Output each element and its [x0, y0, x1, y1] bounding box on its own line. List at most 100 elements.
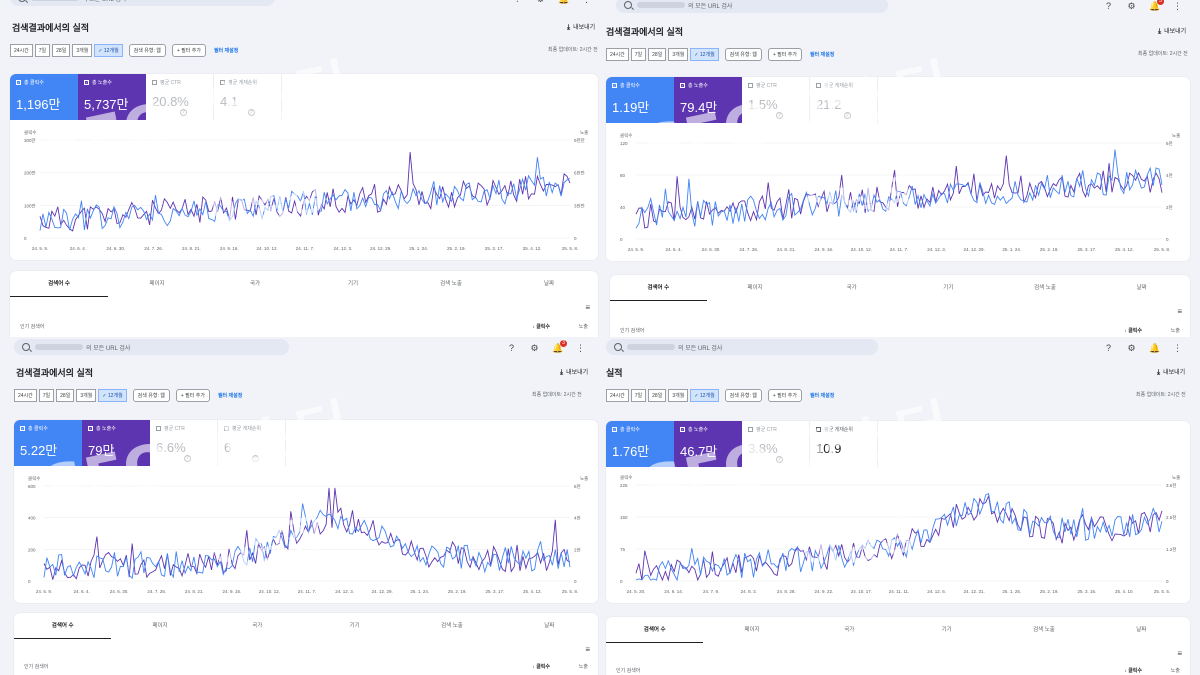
range-24h[interactable]: 24시간 — [14, 389, 37, 402]
total-clicks-tile[interactable]: ✓ 총 클릭수 1,196만 — [10, 74, 78, 120]
range-12m[interactable]: ✓ 12개월 — [690, 48, 719, 61]
tab-dates[interactable]: 날짜 — [543, 281, 555, 287]
tab-devices[interactable]: 기기 — [347, 281, 359, 287]
tab-appearance[interactable]: 검색 노출 — [1033, 627, 1055, 633]
user-settings-icon[interactable]: ⚙ — [1127, 343, 1136, 353]
notifications-icon[interactable]: 🔔 — [558, 0, 569, 5]
range-3m[interactable]: 3개월 — [668, 389, 689, 402]
total-clicks-tile[interactable]: ✓ 총 클릭수 1.19만 — [606, 77, 674, 123]
col-clicks[interactable]: ↓ 클릭수 — [532, 664, 550, 670]
reset-filters-link[interactable]: 필터 재설정 — [213, 48, 239, 54]
range-3m[interactable]: 3개월 — [668, 48, 689, 61]
export-button[interactable]: ⤓ 내보내기 — [1157, 367, 1185, 377]
col-impressions[interactable]: 노출 — [1170, 328, 1180, 334]
help-icon[interactable]: ? — [247, 109, 255, 116]
tab-queries[interactable]: 검색어 수 — [606, 617, 704, 643]
search-type-filter[interactable]: 검색 유형: 웹 — [724, 389, 762, 402]
tab-appearance[interactable]: 검색 노출 — [440, 281, 462, 287]
tab-dates[interactable]: 날짜 — [1136, 627, 1147, 633]
export-button[interactable]: ⤓ 내보내기 — [567, 22, 595, 32]
range-7d[interactable]: 7일 — [630, 48, 647, 61]
url-inspect-search[interactable]: 의 모든 URL 검사 — [14, 339, 289, 355]
tab-pages[interactable]: 페이지 — [744, 627, 760, 633]
tab-dates[interactable]: 날짜 — [544, 623, 555, 629]
range-24h[interactable]: 24시간 — [10, 44, 33, 57]
range-3m[interactable]: 3개월 — [76, 389, 97, 402]
range-12m[interactable]: ✓ 12개월 — [98, 389, 127, 402]
total-clicks-tile[interactable]: ✓ 총 클릭수 5.22만 — [14, 420, 82, 466]
tab-devices[interactable]: 기기 — [943, 285, 954, 291]
help-icon[interactable]: ? — [775, 112, 783, 119]
range-28d[interactable]: 28일 — [648, 389, 667, 402]
tab-devices[interactable]: 기기 — [349, 623, 360, 629]
avg-position-tile[interactable]: 평균 게재순위 21.2? — [810, 77, 878, 123]
tab-countries[interactable]: 국가 — [249, 281, 261, 287]
tab-queries[interactable]: 검색어 수 — [10, 271, 108, 297]
avg-ctr-tile[interactable]: 평균 CTR 1.5%? — [742, 77, 810, 123]
apps-icon[interactable]: ⋮ — [1173, 1, 1182, 11]
total-clicks-tile[interactable]: ✓ 총 클릭수 1.76만 — [606, 421, 674, 467]
search-type-filter[interactable]: 검색 유형: 웹 — [132, 389, 170, 402]
search-type-filter[interactable]: 검색 유형: 웹 — [128, 44, 166, 57]
export-button[interactable]: ⤓ 내보내기 — [560, 367, 588, 377]
notifications-icon[interactable]: 🔔 — [1149, 343, 1161, 353]
avg-position-tile[interactable]: 평균 게재순위 4.1? — [214, 74, 282, 120]
url-inspect-search[interactable]: 의 모든 URL 검사 — [616, 0, 888, 13]
tab-countries[interactable]: 국가 — [252, 623, 263, 629]
total-impressions-tile[interactable]: ✓ 총 노출수 79.4만 — [674, 77, 742, 123]
filter-rows-icon[interactable]: ≡ — [1177, 649, 1182, 658]
tab-appearance[interactable]: 검색 노출 — [441, 623, 463, 629]
apps-icon[interactable]: ⋮ — [576, 343, 585, 353]
help-icon[interactable]: ? — [179, 109, 187, 116]
add-filter-button[interactable]: + 필터 추가 — [175, 389, 210, 402]
url-inspect-search[interactable]: 의 모든 URL 검사 — [10, 0, 275, 6]
avg-position-tile[interactable]: 평균 게재순위 10.9 — [810, 421, 878, 467]
tab-pages[interactable]: 페이지 — [149, 281, 165, 287]
tab-appearance[interactable]: 검색 노출 — [1034, 285, 1056, 291]
tab-dates[interactable]: 날짜 — [1136, 285, 1147, 291]
help-icon[interactable]: ? — [251, 455, 259, 462]
col-clicks[interactable]: ↓ 클릭수 — [1124, 328, 1142, 334]
notifications-icon[interactable]: 🔔 3 — [1149, 0, 1164, 12]
avg-position-tile[interactable]: 평균 게재순위 6? — [218, 420, 286, 466]
filter-rows-icon[interactable]: ≡ — [1177, 307, 1182, 316]
range-24h[interactable]: 24시간 — [606, 389, 629, 402]
filter-rows-icon[interactable]: ≡ — [585, 303, 590, 312]
avg-ctr-tile[interactable]: 평균 CTR 6.6%? — [150, 420, 218, 466]
reset-filters-link[interactable]: 필터 재설정 — [809, 393, 835, 399]
range-7d[interactable]: 7일 — [34, 44, 51, 57]
tab-countries[interactable]: 국가 — [846, 285, 857, 291]
help-icon[interactable]: ? — [843, 112, 851, 119]
add-filter-button[interactable]: + 필터 추가 — [171, 44, 206, 57]
url-inspect-search[interactable]: 의 모든 URL 검사 — [606, 339, 878, 355]
add-filter-button[interactable]: + 필터 추가 — [767, 48, 802, 61]
user-settings-icon[interactable]: ⚙ — [1127, 1, 1136, 11]
help-icon[interactable]: ? — [1105, 1, 1111, 11]
range-28d[interactable]: 28일 — [56, 389, 75, 402]
apps-icon[interactable]: ⋮ — [581, 0, 592, 5]
avg-ctr-tile[interactable]: 평균 CTR 20.8%? — [146, 74, 214, 120]
tab-devices[interactable]: 기기 — [941, 627, 952, 633]
help-icon[interactable]: ? — [512, 0, 523, 5]
tab-queries[interactable]: 검색어 수 — [14, 613, 112, 639]
tab-queries[interactable]: 검색어 수 — [610, 275, 707, 301]
col-clicks[interactable]: ↓ 클릭수 — [1124, 668, 1142, 674]
range-28d[interactable]: 28일 — [648, 48, 667, 61]
col-impressions[interactable]: 노출 — [578, 324, 588, 330]
apps-icon[interactable]: ⋮ — [1173, 343, 1182, 353]
export-button[interactable]: ⤓ 내보내기 — [1158, 26, 1186, 36]
filter-rows-icon[interactable]: ≡ — [585, 645, 590, 654]
search-type-filter[interactable]: 검색 유형: 웹 — [724, 48, 762, 61]
help-icon[interactable]: ? — [183, 455, 191, 462]
tab-countries[interactable]: 국가 — [844, 627, 855, 633]
add-filter-button[interactable]: + 필터 추가 — [767, 389, 802, 402]
col-impressions[interactable]: 노출 — [1170, 668, 1180, 674]
range-3m[interactable]: 3개월 — [72, 44, 93, 57]
reset-filters-link[interactable]: 필터 재설정 — [809, 52, 835, 58]
range-28d[interactable]: 28일 — [52, 44, 71, 57]
range-7d[interactable]: 7일 — [38, 389, 55, 402]
col-clicks[interactable]: ↓ 클릭수 — [532, 324, 550, 330]
tab-pages[interactable]: 페이지 — [747, 285, 763, 291]
col-impressions[interactable]: 노출 — [578, 664, 588, 670]
user-settings-icon[interactable]: ⚙ — [535, 0, 546, 5]
